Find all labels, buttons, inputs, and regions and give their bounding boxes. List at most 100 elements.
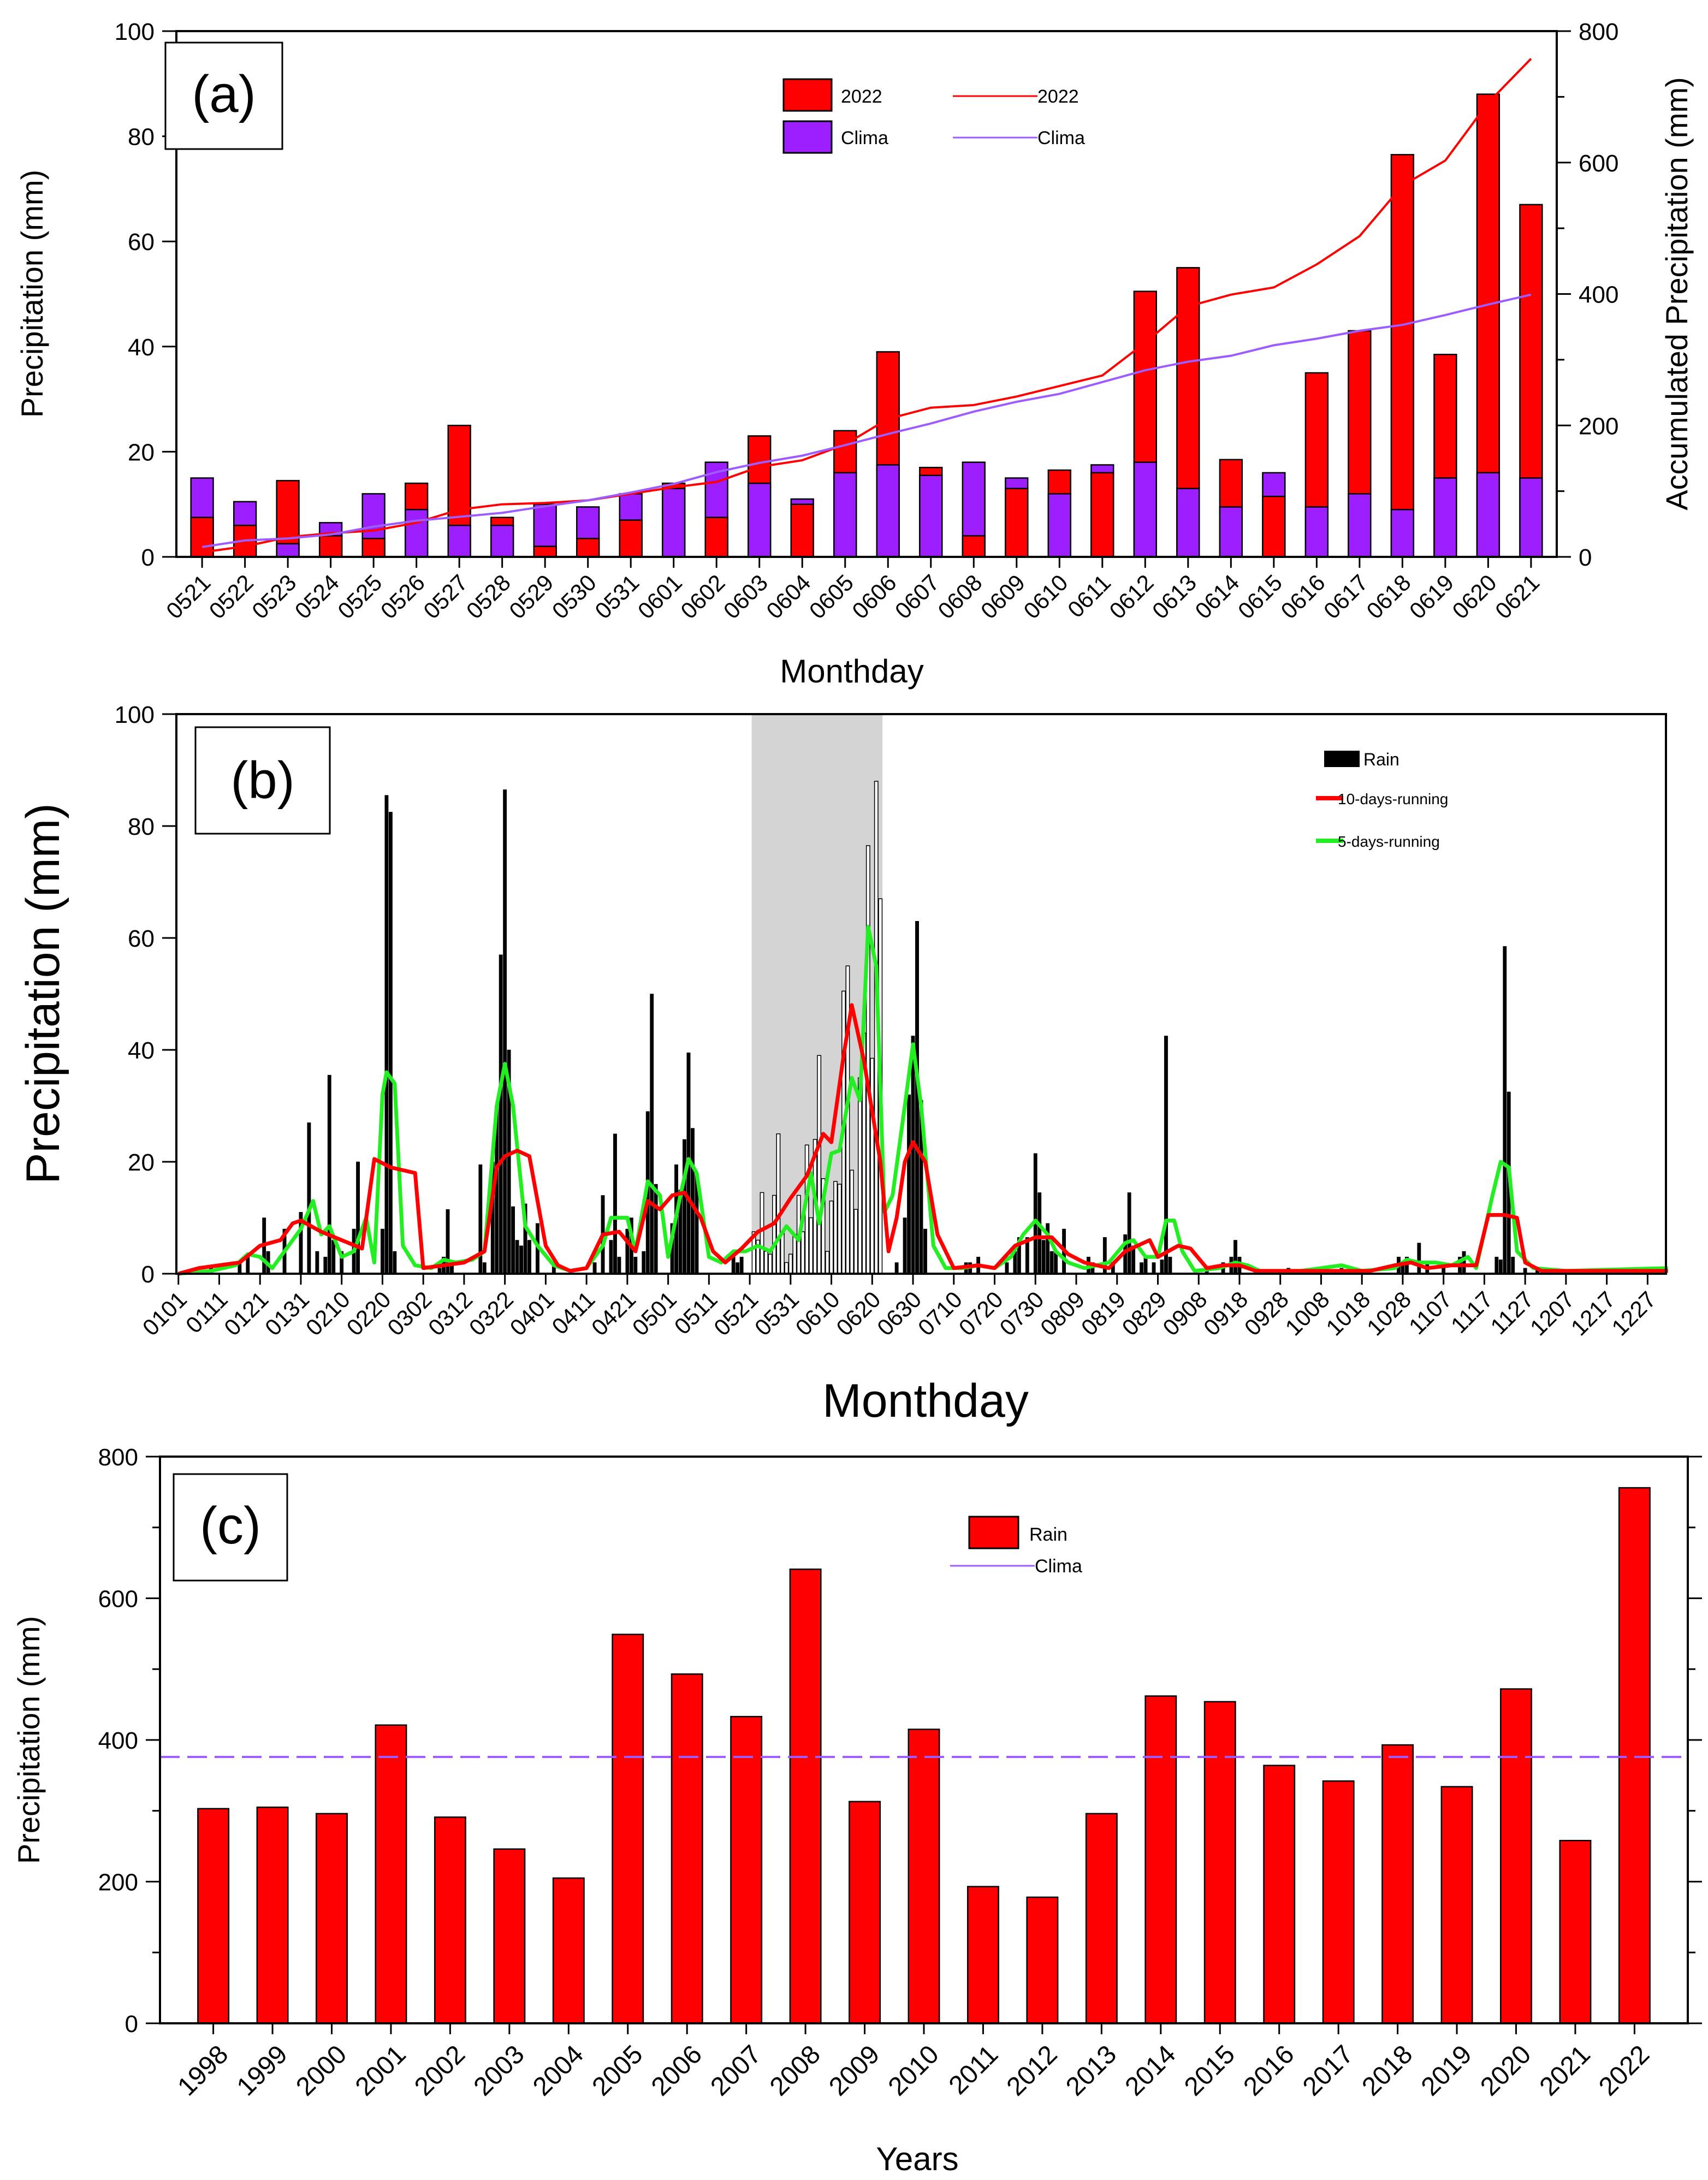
panel-a-bar-purple-0617 [1348, 493, 1372, 558]
panel-a-bar-purple-0616 [1304, 506, 1329, 558]
panel-b-ytick-label-20: 20 [128, 1149, 155, 1176]
panel-c-xtick-label-2004: 2004 [527, 2040, 589, 2101]
panel-b-rain-bar-day-80 [503, 789, 507, 1274]
panel-b-xtick-label-1217: 1217 [1566, 1286, 1620, 1340]
panel-b-rain-bar-day-180 [911, 1036, 915, 1274]
panel-c-bar-1998 [197, 1808, 230, 2024]
panel-a-bar-red-0531 [619, 519, 643, 558]
panel-b-rain-bar-day-323 [1494, 1257, 1499, 1274]
panel-a-lines [201, 58, 1532, 554]
panel-b-rain-bar-day-210 [1033, 1153, 1037, 1274]
panel-a-xtick-label-0615: 0615 [1233, 569, 1287, 623]
panel-b-xtick-label-0521: 0521 [709, 1286, 763, 1340]
panel-b-line-10day [177, 1003, 1668, 1276]
panel-a-xtick-label-0607: 0607 [890, 569, 944, 623]
panel-a-xtick-label-0526: 0526 [376, 569, 430, 623]
panel-c-bar-2009 [849, 1801, 881, 2024]
panel-c-ytick-label-0: 0 [125, 2011, 138, 2038]
panel-b-rain-bar-day-145 [768, 1254, 773, 1274]
panel-c-xtick-label-2000: 2000 [290, 2040, 352, 2101]
panel-a-bar-red-0618 [1390, 154, 1415, 558]
panel-b-xtick-label-0411: 0411 [547, 1286, 600, 1339]
panel-a-ytick-label-100: 100 [115, 19, 155, 45]
panel-c-bar-2005 [612, 1633, 644, 2024]
panel-c-yearly-precipitation-chart: 0200400600800199819992000200120022003200… [11, 1444, 1702, 2177]
panel-c-bar-2001 [375, 1724, 407, 2024]
panel-a-bar-red-0615 [1262, 496, 1286, 558]
panel-b-xtick-label-0511: 0511 [669, 1286, 722, 1339]
panel-b-xtick-label-0421: 0421 [586, 1286, 640, 1340]
panel-a-y2label: Accumulated Precipitation (mm) [1659, 77, 1694, 510]
panel-b-rain-bar-day-153 [800, 1231, 805, 1274]
panel-b-rain-bar-day-34 [315, 1251, 319, 1274]
panel-a-y2tick-label-400: 400 [1579, 282, 1618, 308]
panel-b-rain-bar-day-161 [833, 1181, 838, 1274]
panel-a-bar-purple-0523 [276, 543, 300, 558]
panel-b-ytick-label-80: 80 [128, 813, 155, 840]
legend-rain-label-c: Rain [1029, 1524, 1068, 1545]
panel-a-xtick-label-0531: 0531 [590, 569, 644, 623]
panel-c-xtick-label-2001: 2001 [350, 2040, 412, 2101]
panel-c-xtick-label-2005: 2005 [587, 2040, 649, 2101]
panel-a-bar-purple-0621 [1519, 477, 1543, 558]
panel-c-xtick-label-2020: 2020 [1475, 2040, 1537, 2101]
panel-a-bar-red-0609 [1005, 488, 1029, 558]
panel-b-rain-bar-day-36 [323, 1257, 328, 1274]
panel-b-rain-bar-day-82 [511, 1206, 515, 1274]
panel-b-rain-bar-day-203 [1005, 1262, 1009, 1274]
panel-b-rain-bar-day-102 [592, 1262, 597, 1274]
panel-b-ytick-label-100: 100 [115, 702, 155, 728]
panel-b-xtick-label-0220: 0220 [341, 1286, 395, 1340]
panel-b-xtick-label-0918: 0918 [1199, 1286, 1253, 1340]
panel-a-bar-purple-0613 [1176, 488, 1200, 558]
panel-b-rain-bar-day-179 [907, 1094, 911, 1274]
panel-b-xtick-label-0730: 0730 [994, 1286, 1048, 1340]
panel-b-xtick-label-1107: 1107 [1404, 1286, 1457, 1339]
panel-c-xtick-label-1999: 1999 [232, 2040, 293, 2101]
panel-b-xtick-label-1008: 1008 [1280, 1286, 1335, 1340]
panel-b-rain-bar-day-67 [450, 1265, 454, 1274]
legend-5day-label: 5-days-running [1338, 833, 1440, 850]
panel-b-rain-bar-day-211 [1037, 1192, 1042, 1274]
panel-b-xtick-label-0131: 0131 [260, 1286, 314, 1340]
panel-c-bar-2022 [1618, 1487, 1651, 2024]
panel-a-ytick-label-20: 20 [128, 439, 155, 466]
panel-b-xtick-label-1028: 1028 [1362, 1286, 1416, 1340]
panel-a-xtick-label-0621: 0621 [1490, 569, 1544, 623]
panel-b-rain-bar-day-17 [246, 1257, 250, 1274]
panel-b-xtick-label-1227: 1227 [1606, 1286, 1660, 1340]
panel-b-rain-bar-day-167 [857, 1077, 862, 1274]
panel-a-daily-precipitation-chart: 0204060801000200400600800052105220523052… [15, 19, 1694, 690]
panel-b-label: (b) [230, 751, 294, 810]
panel-b-xtick-label-0101: 0101 [138, 1286, 192, 1340]
panel-b-xtick-label-0720: 0720 [954, 1286, 1008, 1340]
panel-b-rain-bar-day-37 [327, 1074, 331, 1274]
panel-c-xtick-label-2008: 2008 [764, 2040, 826, 2101]
panel-a-y2tick-label-0: 0 [1579, 544, 1592, 571]
panel-a-xtick-label-0611: 0611 [1063, 569, 1116, 622]
panel-b-rain-bar-day-51 [384, 795, 389, 1274]
panel-b-rain-bar-day-86 [527, 1240, 531, 1274]
panel-a-xtick-label-0618: 0618 [1361, 569, 1415, 623]
legend-rain-swatch-c [968, 1516, 1019, 1549]
panel-b-xtick-label-1127: 1127 [1485, 1286, 1538, 1339]
panel-c-xtick-label-2002: 2002 [409, 2040, 471, 2101]
panel-a-bar-red-0611 [1090, 472, 1114, 558]
panel-a-bar-purple-0601 [662, 488, 686, 558]
panel-a-bar-purple-0610 [1047, 493, 1071, 558]
legend-bar-clima-swatch [782, 120, 833, 154]
panel-a-xtick-label-0605: 0605 [804, 569, 858, 623]
panel-b-label-box [194, 726, 331, 835]
panel-c-bar-2013 [1085, 1813, 1118, 2024]
panel-c-xtick-label-2018: 2018 [1356, 2040, 1418, 2101]
panel-b-rain-bar-day-241 [1160, 1260, 1164, 1274]
panel-c-xtick-label-2014: 2014 [1120, 2040, 1182, 2101]
panel-b-xtick-label-0121: 0121 [219, 1286, 273, 1340]
panel-c-xtick-label-2019: 2019 [1416, 2040, 1478, 2101]
panel-c-ytick-label-800: 800 [98, 1444, 138, 1471]
panel-c-bar-2010 [908, 1728, 940, 2024]
panel-b-annual-daily-precipitation-chart: 0 20 40 60 80 100 0101011101210131021002200302… [17, 702, 1668, 1427]
panel-b-rain-bar-day-52 [388, 812, 393, 1274]
panel-c-legend: Rain Clima [950, 1516, 1082, 1577]
panel-c-bar-2014 [1144, 1695, 1177, 2024]
